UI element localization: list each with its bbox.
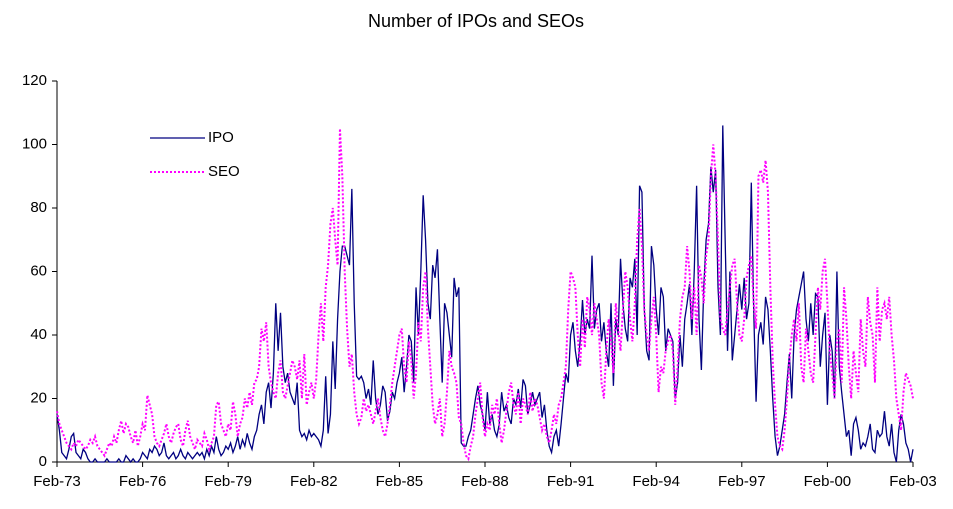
- series-line: [56, 128, 914, 462]
- x-tick-label: Feb-85: [376, 473, 424, 490]
- x-tick-label: Feb-97: [718, 473, 766, 490]
- x-tick-label: Feb-73: [33, 473, 81, 490]
- legend-label: IPO: [208, 129, 234, 146]
- y-tick-label: 100: [22, 135, 47, 152]
- x-tick-label: Feb-00: [804, 473, 852, 490]
- x-tick-label: Feb-03: [889, 473, 937, 490]
- x-tick-label: Feb-79: [204, 473, 252, 490]
- y-tick-label: 40: [30, 326, 47, 343]
- y-tick-label: 120: [22, 72, 47, 89]
- y-tick-label: 0: [39, 453, 47, 470]
- x-tick-label: Feb-91: [547, 473, 595, 490]
- y-tick-label: 20: [30, 389, 47, 406]
- y-tick-label: 80: [30, 199, 47, 216]
- x-tick-label: Feb-88: [461, 473, 509, 490]
- series-line: [56, 125, 914, 464]
- x-tick-label: Feb-82: [290, 473, 338, 490]
- x-tick-label: Feb-76: [119, 473, 167, 490]
- chart-title: Number of IPOs and SEOs: [368, 11, 584, 31]
- x-tick-label: Feb-94: [632, 473, 680, 490]
- y-tick-label: 60: [30, 262, 47, 279]
- legend-label: SEO: [208, 163, 240, 180]
